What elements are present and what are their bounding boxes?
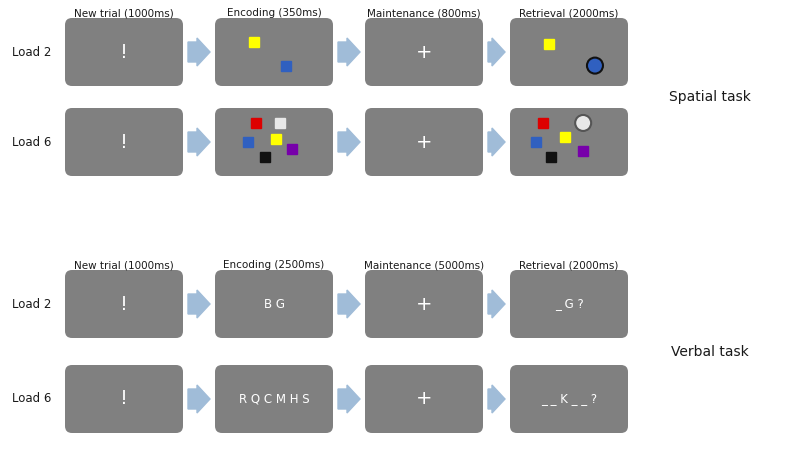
Text: !: ! [120, 389, 128, 408]
FancyBboxPatch shape [510, 18, 628, 86]
Text: Encoding (350ms): Encoding (350ms) [226, 8, 322, 18]
Polygon shape [338, 38, 360, 66]
Text: Spatial task: Spatial task [669, 90, 751, 104]
Bar [251, 118, 262, 128]
Bar [243, 137, 253, 147]
Text: _ G ?: _ G ? [554, 297, 583, 311]
Bar [531, 137, 541, 147]
Text: Retrieval (2000ms): Retrieval (2000ms) [519, 260, 618, 270]
FancyBboxPatch shape [65, 108, 183, 176]
Text: +: + [416, 42, 432, 61]
Circle shape [587, 58, 603, 74]
Polygon shape [488, 128, 505, 156]
FancyBboxPatch shape [510, 365, 628, 433]
Text: Load 2: Load 2 [12, 297, 52, 311]
Polygon shape [188, 38, 210, 66]
Polygon shape [188, 128, 210, 156]
Polygon shape [488, 38, 505, 66]
FancyBboxPatch shape [65, 365, 183, 433]
FancyBboxPatch shape [365, 108, 483, 176]
Bar [249, 37, 259, 47]
Text: New trial (1000ms): New trial (1000ms) [74, 260, 174, 270]
Bar [271, 134, 282, 143]
Polygon shape [188, 385, 210, 413]
Text: B G: B G [263, 297, 285, 311]
FancyBboxPatch shape [215, 18, 333, 86]
Bar [544, 39, 554, 49]
Bar [561, 132, 570, 142]
Polygon shape [188, 290, 210, 318]
Text: !: ! [120, 42, 128, 61]
FancyBboxPatch shape [365, 270, 483, 338]
Text: !: ! [120, 133, 128, 152]
FancyBboxPatch shape [365, 365, 483, 433]
Text: Verbal task: Verbal task [671, 345, 749, 359]
Text: +: + [416, 389, 432, 408]
Bar [275, 118, 285, 128]
Text: R Q C M H S: R Q C M H S [238, 393, 310, 405]
Polygon shape [488, 385, 505, 413]
FancyBboxPatch shape [65, 18, 183, 86]
Text: Load 6: Load 6 [12, 393, 52, 405]
Text: New trial (1000ms): New trial (1000ms) [74, 8, 174, 18]
Text: Retrieval (2000ms): Retrieval (2000ms) [519, 8, 618, 18]
Bar [281, 60, 291, 71]
Text: Maintenance (5000ms): Maintenance (5000ms) [364, 260, 484, 270]
Text: Encoding (2500ms): Encoding (2500ms) [223, 260, 325, 270]
FancyBboxPatch shape [215, 365, 333, 433]
Bar [538, 118, 548, 128]
Bar [578, 146, 588, 156]
Text: Load 2: Load 2 [12, 45, 52, 59]
Polygon shape [338, 385, 360, 413]
Text: Maintenance (800ms): Maintenance (800ms) [367, 8, 481, 18]
FancyBboxPatch shape [365, 18, 483, 86]
Text: +: + [416, 295, 432, 313]
Polygon shape [338, 290, 360, 318]
Polygon shape [338, 128, 360, 156]
Bar [286, 144, 297, 154]
Text: !: ! [120, 295, 128, 313]
Text: +: + [416, 133, 432, 152]
Bar [546, 152, 556, 162]
Text: Load 6: Load 6 [12, 135, 52, 149]
Bar [259, 152, 270, 162]
FancyBboxPatch shape [510, 270, 628, 338]
Polygon shape [488, 290, 505, 318]
Circle shape [575, 115, 591, 131]
FancyBboxPatch shape [65, 270, 183, 338]
FancyBboxPatch shape [510, 108, 628, 176]
FancyBboxPatch shape [215, 270, 333, 338]
FancyBboxPatch shape [215, 108, 333, 176]
Text: _ _ K _ _ ?: _ _ K _ _ ? [541, 393, 597, 405]
